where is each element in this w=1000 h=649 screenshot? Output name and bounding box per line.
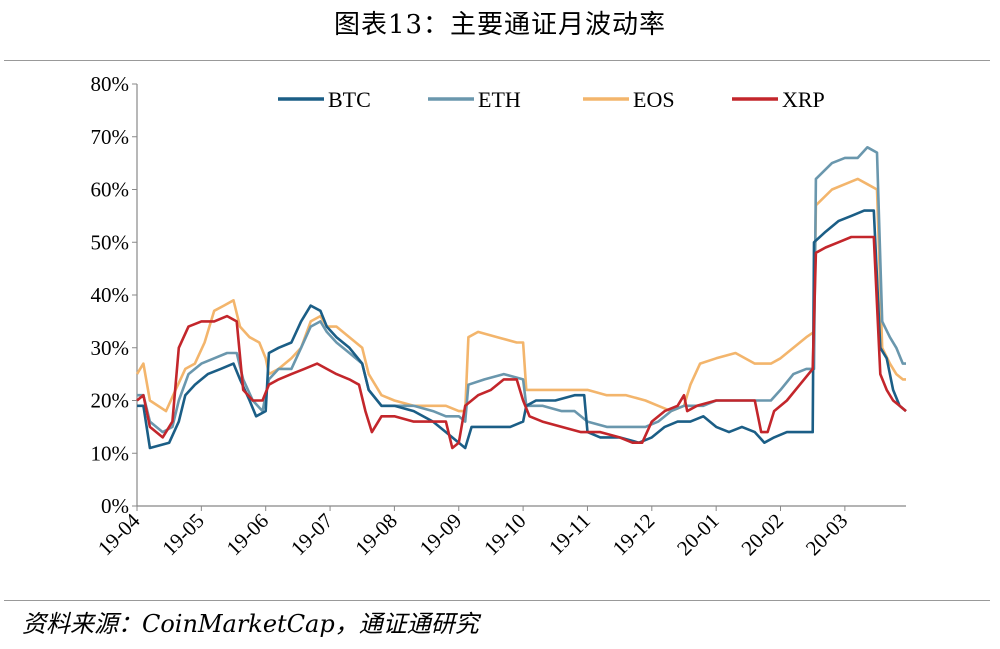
x-tick-label: 20-02 bbox=[736, 509, 788, 561]
x-tick-label: 19-07 bbox=[286, 509, 338, 561]
bottom-divider bbox=[4, 600, 990, 601]
x-tick-label: 20-03 bbox=[801, 509, 853, 561]
series-line-eth bbox=[137, 146, 906, 434]
y-tick-label: 70% bbox=[91, 125, 130, 149]
x-tick-label: 19-11 bbox=[544, 509, 595, 560]
x-tick-label: 19-12 bbox=[608, 509, 660, 561]
y-tick-label: 0% bbox=[101, 494, 129, 518]
series-lines bbox=[135, 146, 907, 450]
legend-label-eth: ETH bbox=[478, 87, 521, 112]
x-tick-label: 20-01 bbox=[672, 509, 724, 561]
series-line-xrp bbox=[136, 235, 907, 450]
y-tick-label: 80% bbox=[91, 72, 130, 96]
top-divider bbox=[4, 60, 990, 61]
source-note: 资料来源：CoinMarketCap，通证通研究 bbox=[22, 610, 479, 638]
x-tick-label: 19-10 bbox=[479, 509, 531, 561]
y-axis: 0% 10% 20% 30% 40% 50% 60% 70% 80% bbox=[91, 72, 137, 518]
y-tick-label: 50% bbox=[91, 230, 130, 254]
x-tick-label: 19-06 bbox=[222, 509, 274, 561]
legend-label-eos: EOS bbox=[633, 87, 675, 112]
x-axis: 19-04 19-05 19-06 19-07 19-08 19-09 19-10 19-11… bbox=[93, 506, 852, 560]
legend-label-xrp: XRP bbox=[782, 87, 825, 112]
series-line-eos bbox=[135, 177, 906, 413]
legend-label-btc: BTC bbox=[328, 87, 371, 112]
y-tick-label: 10% bbox=[91, 441, 130, 465]
volatility-chart: 0%10%20%30%40%50%60%70%80% 19-04 19-05 19-… bbox=[91, 72, 907, 560]
x-tick-label: 19-05 bbox=[157, 509, 209, 561]
x-tick-label: 19-09 bbox=[415, 509, 467, 561]
y-tick-label: 40% bbox=[91, 283, 130, 307]
y-tick-label: 20% bbox=[91, 389, 130, 413]
chart-title: 图表13：主要通证月波动率 bbox=[333, 10, 667, 40]
series-line-btc bbox=[137, 209, 907, 450]
legend: BTC ETH EOS XRP bbox=[278, 87, 825, 112]
plot-frame bbox=[136, 84, 906, 507]
x-tick-label: 19-08 bbox=[350, 509, 402, 561]
y-tick-label: 30% bbox=[91, 336, 130, 360]
y-tick-label: 60% bbox=[91, 178, 130, 202]
